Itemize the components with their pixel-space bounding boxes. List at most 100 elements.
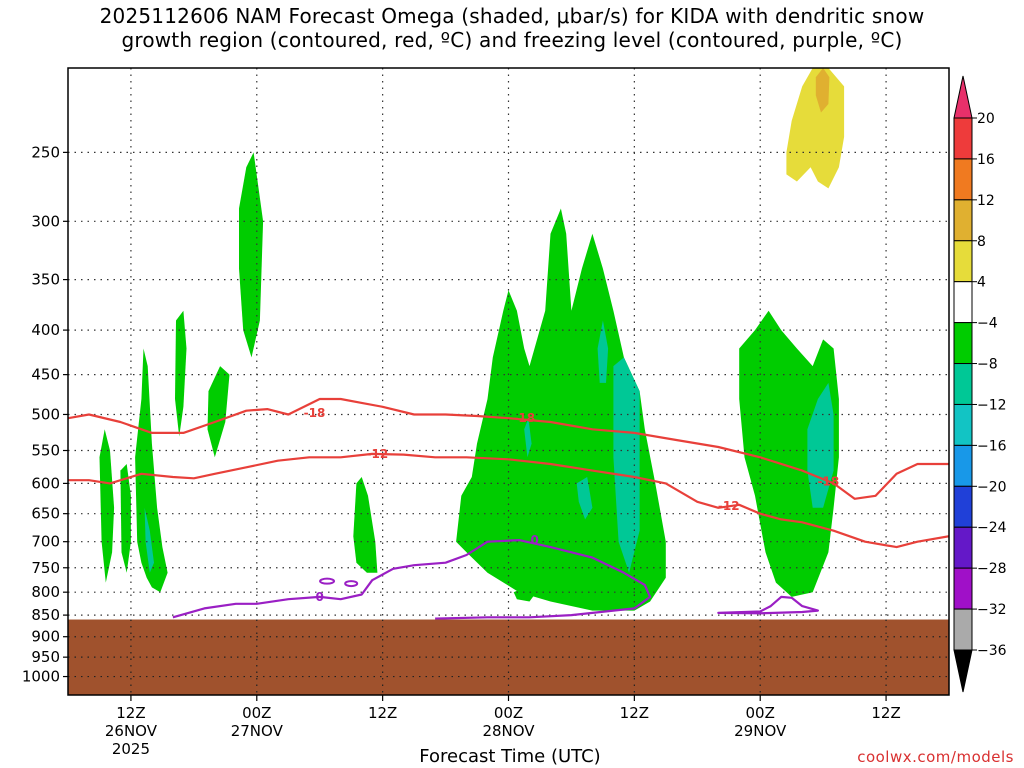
- x-tick-date-1: 27NOV: [231, 722, 284, 740]
- colorbar-label-5: −4: [977, 316, 998, 332]
- colorbar-label-2: 12: [977, 193, 995, 209]
- y-tick-label-3: 400: [31, 321, 60, 339]
- colorbar-bin-10: [953, 526, 973, 569]
- contour-label-3: -12: [367, 447, 389, 461]
- y-tick-label-6: 550: [31, 442, 60, 460]
- y-tick-label-8: 650: [31, 505, 60, 523]
- contour-0: [68, 397, 949, 500]
- omega-a6: [207, 366, 230, 458]
- omega-d1: [786, 68, 845, 189]
- omega-a5: [175, 310, 187, 437]
- colorbar-label-3: 8: [977, 234, 986, 250]
- contour-label-1: -18: [513, 411, 535, 425]
- contour-1: [68, 452, 949, 549]
- contour-label-4: -12: [718, 499, 740, 513]
- contour-lines: [68, 397, 949, 620]
- x-tick-date-3: 28NOV: [482, 722, 535, 740]
- title-line-1: 2025112606 NAM Forecast Omega (shaded, μ…: [99, 4, 925, 28]
- y-tick-label-10: 750: [31, 559, 60, 577]
- y-tick-label-9: 700: [31, 533, 60, 551]
- x-tick-year-0: 2025: [112, 740, 150, 758]
- colorbar-bin-0: [953, 117, 973, 160]
- y-axis: 250 300 350 400 450 500 550 600 650 700 750 800 850 9…: [22, 143, 68, 686]
- omega-b7: [524, 418, 532, 458]
- y-tick-label-11: 800: [31, 583, 60, 601]
- omega-shading: [99, 68, 845, 611]
- omega-a4: [144, 507, 154, 573]
- x-axis-label: Forecast Time (UTC): [419, 746, 601, 767]
- title-line-2: growth region (contoured, red, ºC) and f…: [121, 28, 903, 52]
- colorbar-bin-8: [953, 444, 973, 487]
- colorbar-bin-6: [953, 363, 973, 405]
- colorbar-bin-2: [953, 199, 973, 242]
- x-tick-label-5: 00Z: [746, 704, 775, 722]
- colorbar: 20 16 12 8 4 −4 −8 −12 −16 −20 −24 −28 −32 −36: [953, 75, 1007, 693]
- omega-a3: [135, 348, 168, 593]
- contour-label-2: -18: [818, 475, 840, 489]
- colorbar-label-8: −16: [977, 438, 1007, 454]
- x-tick-label-1: 00Z: [242, 704, 271, 722]
- contour-oval-1: [319, 577, 336, 585]
- omega-b1: [353, 477, 378, 573]
- colorbar-label-1: 16: [977, 152, 995, 168]
- omega-b6: [576, 477, 593, 520]
- contour-2: [172, 539, 652, 620]
- y-tick-label-13: 900: [31, 628, 60, 646]
- y-tick-label-1: 300: [31, 212, 60, 230]
- terrain-fill: [68, 619, 949, 695]
- colorbar-label-12: −32: [977, 602, 1007, 618]
- x-tick-label-6: 12Z: [871, 704, 900, 722]
- omega-a7: [239, 152, 264, 358]
- contour-labels: -18 -18 -18 -12 -12 0 0: [304, 406, 840, 604]
- colorbar-bin-3: [953, 240, 973, 283]
- omega-b5: [597, 320, 609, 383]
- colorbar-label-4: 4: [977, 275, 986, 291]
- colorbar-label-13: −36: [977, 643, 1007, 659]
- x-tick-label-2: 12Z: [368, 704, 397, 722]
- contour-3: [717, 595, 819, 615]
- colorbar-label-7: −12: [977, 397, 1007, 413]
- colorbar-label-6: −8: [977, 357, 998, 373]
- x-tick-label-0: 12Z: [116, 704, 145, 722]
- colorbar-top-arrow: [953, 75, 973, 119]
- omega-b4: [613, 357, 640, 573]
- x-tick-label-4: 12Z: [620, 704, 649, 722]
- x-tick-date-5: 29NOV: [734, 722, 787, 740]
- colorbar-bin-11: [953, 567, 973, 610]
- x-tick-label-3: 00Z: [494, 704, 523, 722]
- contour-label-6: 0: [531, 533, 539, 547]
- x-tick-date-0: 26NOV: [105, 722, 158, 740]
- colorbar-bin-1: [953, 158, 973, 201]
- y-tick-label-12: 850: [31, 606, 60, 624]
- contour-oval-2: [344, 580, 359, 588]
- contour-label-5: 0: [316, 590, 324, 604]
- contour-label-0: -18: [304, 406, 326, 420]
- omega-d2: [815, 68, 830, 113]
- colorbar-bin-4: [953, 281, 973, 324]
- y-tick-label-7: 600: [31, 474, 60, 492]
- omega-a2: [120, 464, 131, 573]
- colorbar-bin-7: [953, 403, 973, 446]
- y-tick-label-14: 950: [31, 648, 60, 666]
- colorbar-label-10: −24: [977, 520, 1007, 536]
- y-tick-label-15: 1000: [22, 668, 60, 686]
- source-label: coolwx.com/models: [857, 748, 1014, 766]
- grid-lines: [68, 68, 949, 695]
- colorbar-bin-12: [953, 608, 973, 651]
- colorbar-bottom-arrow: [953, 649, 973, 693]
- y-tick-label-0: 250: [31, 143, 60, 161]
- omega-b3: [513, 587, 535, 602]
- plot-area: [68, 68, 949, 695]
- y-tick-label-5: 500: [31, 405, 60, 423]
- y-tick-label-2: 350: [31, 271, 60, 289]
- chart-title: 2025112606 NAM Forecast Omega (shaded, μ…: [0, 4, 1024, 52]
- y-tick-label-4: 450: [31, 366, 60, 384]
- colorbar-label-9: −20: [977, 479, 1007, 495]
- colorbar-bin-9: [953, 485, 973, 528]
- omega-a1: [99, 429, 115, 583]
- colorbar-label-0: 20: [977, 111, 995, 127]
- colorbar-label-11: −28: [977, 561, 1007, 577]
- colorbar-bin-5: [953, 322, 973, 365]
